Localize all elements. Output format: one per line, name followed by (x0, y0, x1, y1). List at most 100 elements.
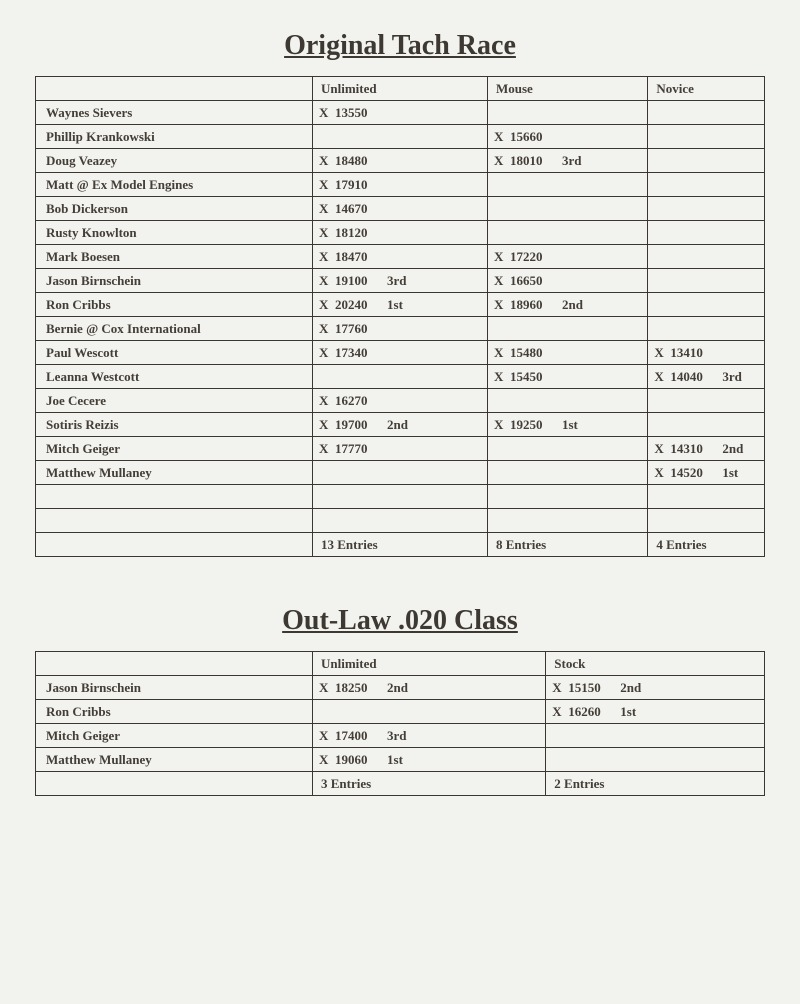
cell-mouse (487, 101, 647, 125)
cell-name (36, 509, 313, 533)
cell-name: Bob Dickerson (36, 197, 313, 221)
cell-mouse (487, 485, 647, 509)
cell-mouse: X15660 (487, 125, 647, 149)
table-row: Jason BirnscheinX182502ndX151502nd (36, 676, 765, 700)
cell-unlimited (313, 509, 488, 533)
cell-novice (648, 149, 765, 173)
cell-novice: X13410 (648, 341, 765, 365)
cell-name: Mitch Geiger (36, 724, 313, 748)
cell-mouse (487, 173, 647, 197)
cell-name: Jason Birnschein (36, 676, 313, 700)
cell-name: Matthew Mullaney (36, 461, 313, 485)
table-row: Leanna Westcott X15450X140403rd (36, 365, 765, 389)
footer-name-blank (36, 533, 313, 557)
table-row: Sotiris ReizisX197002ndX192501st (36, 413, 765, 437)
table-row: Phillip Krankowski X15660 (36, 125, 765, 149)
cell-unlimited: X18120 (313, 221, 488, 245)
title-original-tach-race: Original Tach Race (35, 30, 765, 62)
table-row: Mark BoesenX18470X17220 (36, 245, 765, 269)
cell-novice (648, 173, 765, 197)
cell-unlimited: X14670 (313, 197, 488, 221)
table-row: Ron CribbsX202401stX189602nd (36, 293, 765, 317)
cell-novice (648, 293, 765, 317)
cell-name: Ron Cribbs (36, 700, 313, 724)
cell-mouse (487, 197, 647, 221)
footer-row: 13 Entries 8 Entries 4 Entries (36, 533, 765, 557)
footer-stock: 2 Entries (546, 772, 765, 796)
cell-novice (648, 197, 765, 221)
cell-name: Mark Boesen (36, 245, 313, 269)
title-outlaw-020: Out-Law .020 Class (35, 605, 765, 637)
cell-name: Doug Veazey (36, 149, 313, 173)
cell-mouse (487, 509, 647, 533)
cell-unlimited: X17770 (313, 437, 488, 461)
cell-unlimited: X174003rd (313, 724, 546, 748)
cell-unlimited: X16270 (313, 389, 488, 413)
cell-unlimited: X18480 (313, 149, 488, 173)
cell-mouse (487, 389, 647, 413)
cell-unlimited: X18470 (313, 245, 488, 269)
cell-mouse: X16650 (487, 269, 647, 293)
cell-stock (546, 724, 765, 748)
cell-name: Bernie @ Cox International (36, 317, 313, 341)
cell-novice: X140403rd (648, 365, 765, 389)
cell-mouse: X192501st (487, 413, 647, 437)
footer-unlimited: 13 Entries (313, 533, 488, 557)
cell-mouse: X180103rd (487, 149, 647, 173)
cell-novice (648, 317, 765, 341)
table-row (36, 509, 765, 533)
cell-unlimited (313, 485, 488, 509)
table-row: Ron Cribbs X162601st (36, 700, 765, 724)
cell-unlimited: X197002nd (313, 413, 488, 437)
cell-name: Joe Cecere (36, 389, 313, 413)
footer-novice: 4 Entries (648, 533, 765, 557)
cell-novice (648, 269, 765, 293)
table-row: Matthew Mullaney X145201st (36, 461, 765, 485)
cell-name: Matt @ Ex Model Engines (36, 173, 313, 197)
cell-name: Mitch Geiger (36, 437, 313, 461)
header-stock: Stock (546, 652, 765, 676)
cell-mouse (487, 221, 647, 245)
cell-unlimited (313, 365, 488, 389)
table-outlaw-020: Unlimited Stock Jason BirnscheinX182502n… (35, 651, 765, 796)
cell-stock (546, 748, 765, 772)
table-row (36, 485, 765, 509)
cell-name: Paul Wescott (36, 341, 313, 365)
cell-name: Ron Cribbs (36, 293, 313, 317)
header-row: Unlimited Mouse Novice (36, 77, 765, 101)
cell-name: Phillip Krankowski (36, 125, 313, 149)
table-row: Matt @ Ex Model EnginesX17910 (36, 173, 765, 197)
cell-unlimited: X17760 (313, 317, 488, 341)
cell-mouse (487, 317, 647, 341)
cell-unlimited: X17340 (313, 341, 488, 365)
cell-name: Matthew Mullaney (36, 748, 313, 772)
footer-name-blank (36, 772, 313, 796)
header-novice: Novice (648, 77, 765, 101)
cell-stock: X151502nd (546, 676, 765, 700)
cell-mouse: X189602nd (487, 293, 647, 317)
cell-novice: X145201st (648, 461, 765, 485)
table-row: Mitch GeigerX174003rd (36, 724, 765, 748)
footer-unlimited: 3 Entries (313, 772, 546, 796)
cell-stock: X162601st (546, 700, 765, 724)
cell-novice (648, 509, 765, 533)
cell-mouse (487, 461, 647, 485)
table-row: Rusty KnowltonX18120 (36, 221, 765, 245)
table-row: Matthew MullaneyX190601st (36, 748, 765, 772)
cell-unlimited: X190601st (313, 748, 546, 772)
cell-mouse: X15450 (487, 365, 647, 389)
cell-unlimited (313, 125, 488, 149)
header-name-blank (36, 652, 313, 676)
cell-name: Sotiris Reizis (36, 413, 313, 437)
table-row: Mitch GeigerX17770X143102nd (36, 437, 765, 461)
cell-novice (648, 389, 765, 413)
cell-novice (648, 221, 765, 245)
cell-unlimited (313, 700, 546, 724)
footer-mouse: 8 Entries (487, 533, 647, 557)
cell-novice (648, 485, 765, 509)
cell-name: Leanna Westcott (36, 365, 313, 389)
cell-name (36, 485, 313, 509)
cell-unlimited (313, 461, 488, 485)
table-row: Paul WescottX17340X15480X13410 (36, 341, 765, 365)
table-original-tach-race: Unlimited Mouse Novice Waynes SieversX13… (35, 76, 765, 557)
